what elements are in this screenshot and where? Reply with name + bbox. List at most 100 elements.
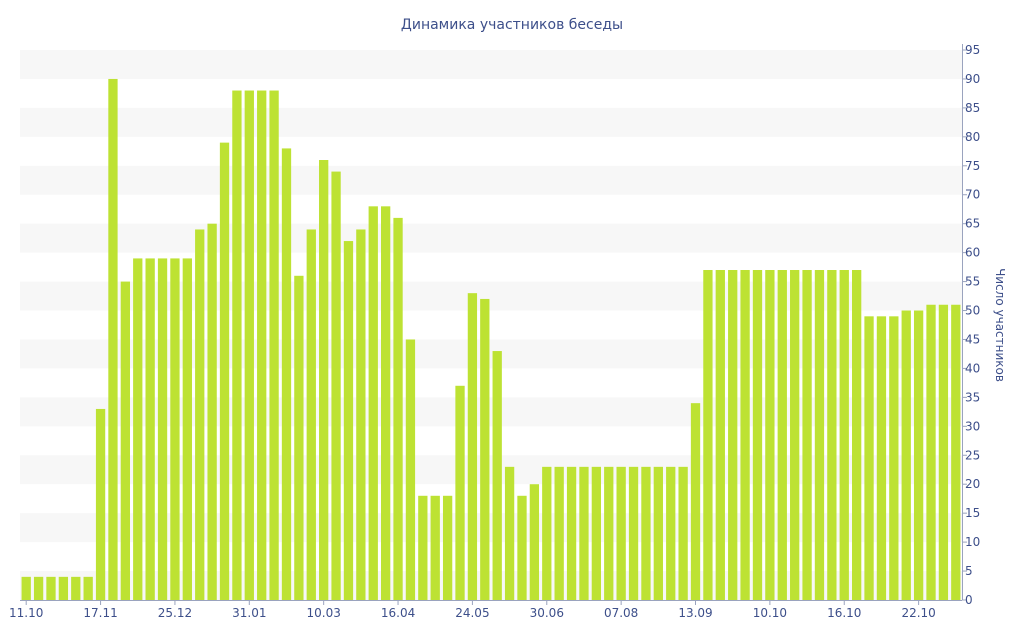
bar — [405, 339, 416, 600]
bar — [95, 408, 106, 600]
bar — [281, 148, 292, 601]
bar — [207, 223, 217, 600]
grid-band — [20, 165, 962, 195]
y-tick-label: 25 — [965, 448, 980, 462]
bar — [566, 466, 577, 600]
y-tick-label: 40 — [965, 361, 980, 375]
y-tick-label: 90 — [965, 72, 980, 86]
bar — [157, 258, 168, 600]
y-tick-label: 85 — [965, 101, 980, 115]
bar — [182, 258, 192, 600]
bar — [467, 293, 478, 600]
bar — [864, 316, 874, 600]
bar — [294, 275, 304, 600]
x-tick-label: 11.10 — [9, 606, 43, 620]
bar — [579, 466, 589, 600]
bar — [120, 281, 131, 600]
y-tick-label: 75 — [965, 159, 980, 173]
bar — [71, 576, 81, 600]
x-tick-label: 07.08 — [604, 606, 638, 620]
bar — [591, 466, 602, 600]
x-tick-label: 30.06 — [530, 606, 564, 620]
tick-labels: 0 5 10 15 20 25 30 35 40 45 50 55 60 65 70 75 80 85 90 95 11… — [9, 43, 980, 620]
y-tick-label: 30 — [965, 419, 980, 433]
bar — [876, 316, 887, 600]
bar — [628, 466, 639, 600]
y-tick-label: 80 — [965, 130, 980, 144]
bar — [728, 270, 738, 600]
bar — [715, 270, 725, 600]
y-tick-label: 70 — [965, 188, 980, 202]
bar — [504, 466, 515, 600]
bar — [393, 217, 403, 600]
bar — [852, 270, 862, 600]
bar — [356, 229, 366, 600]
x-tick-label: 17.11 — [83, 606, 117, 620]
grid-band — [20, 50, 962, 79]
bar — [951, 304, 961, 600]
bar — [269, 90, 279, 600]
bar — [839, 270, 849, 600]
bar — [219, 142, 230, 600]
x-tick-label: 10.03 — [306, 606, 340, 620]
bar — [802, 270, 812, 600]
bar — [232, 90, 242, 600]
bar — [653, 466, 663, 600]
bar — [690, 403, 701, 600]
bar — [641, 466, 651, 600]
bar — [46, 576, 56, 600]
bar — [195, 229, 205, 600]
bar — [170, 258, 180, 600]
bar — [343, 241, 354, 601]
bar — [33, 576, 44, 600]
bar — [83, 576, 93, 600]
bar — [752, 270, 763, 600]
y-tick-label: 10 — [965, 535, 980, 549]
y-axis-title: Число участников — [993, 268, 1007, 382]
x-tick-label: 22.10 — [901, 606, 935, 620]
y-tick-label: 50 — [965, 304, 980, 318]
bar — [765, 270, 775, 600]
bar — [889, 316, 899, 600]
y-tick-label: 5 — [965, 564, 973, 578]
bar — [678, 466, 688, 600]
bar — [913, 310, 924, 600]
y-tick-label: 95 — [965, 43, 980, 57]
y-tick-label: 15 — [965, 506, 980, 520]
bar — [814, 270, 825, 600]
bar — [517, 495, 527, 600]
bar — [133, 258, 143, 600]
bar — [244, 90, 254, 600]
bar — [529, 484, 540, 600]
bar — [790, 270, 800, 600]
bar — [455, 385, 465, 600]
bar — [257, 90, 267, 600]
bar — [777, 270, 787, 600]
x-tick-label: 24.05 — [455, 606, 489, 620]
x-tick-label: 13.09 — [678, 606, 712, 620]
y-tick-label: 20 — [965, 477, 980, 491]
grid-band — [20, 107, 962, 137]
bar — [542, 466, 552, 600]
bar — [480, 298, 490, 600]
y-tick-label: 60 — [965, 246, 980, 260]
bar — [21, 576, 31, 600]
grid-band — [20, 223, 962, 253]
bar — [306, 229, 316, 600]
bar — [666, 466, 676, 600]
bar — [616, 466, 626, 600]
x-tick-label: 31.01 — [232, 606, 266, 620]
bar — [604, 466, 614, 600]
bar — [108, 78, 118, 600]
y-tick-label: 55 — [965, 275, 980, 289]
y-tick-label: 35 — [965, 390, 980, 404]
bar — [430, 495, 440, 600]
bar — [442, 495, 453, 600]
axes — [20, 44, 967, 605]
chart-title: Динамика участников беседы — [401, 17, 623, 33]
bar — [827, 270, 837, 600]
bar — [703, 270, 713, 600]
bars — [21, 78, 961, 601]
